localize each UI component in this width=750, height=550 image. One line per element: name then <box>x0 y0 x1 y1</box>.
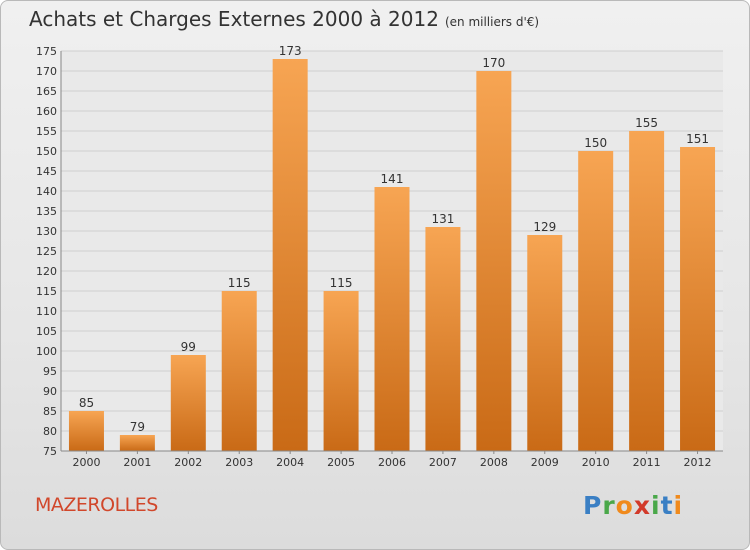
x-tick-label: 2012 <box>684 456 712 469</box>
x-tick-label: 2003 <box>225 456 253 469</box>
y-tick-label: 85 <box>43 405 57 418</box>
y-tick-label: 145 <box>36 165 57 178</box>
bar-2001 <box>119 435 155 451</box>
y-tick-label: 110 <box>36 305 57 318</box>
bar-2002 <box>170 355 206 451</box>
logo-letter: o <box>615 491 634 520</box>
bar-2003 <box>221 291 257 451</box>
data-label: 79 <box>130 420 145 434</box>
y-tick-label: 155 <box>36 125 57 138</box>
chart-title: Achats et Charges Externes 2000 à 2012 (e… <box>29 7 539 31</box>
y-tick-label: 95 <box>43 365 57 378</box>
bar-2007 <box>425 227 461 451</box>
y-tick-label: 130 <box>36 225 57 238</box>
y-tick-label: 135 <box>36 205 57 218</box>
logo-letter: r <box>602 491 616 520</box>
y-tick-label: 175 <box>36 45 57 58</box>
data-label: 155 <box>635 116 658 130</box>
y-tick-label: 115 <box>36 285 57 298</box>
bar-2012 <box>680 147 716 451</box>
commune-name: MAZEROLLES <box>35 494 158 516</box>
y-tick-label: 170 <box>36 65 57 78</box>
data-label: 131 <box>431 212 454 226</box>
chart-unit: (en milliers d'€) <box>444 15 540 29</box>
bar-2005 <box>323 291 359 451</box>
data-label: 141 <box>381 172 404 186</box>
data-label: 129 <box>533 220 556 234</box>
x-tick-label: 2004 <box>276 456 304 469</box>
y-tick-label: 120 <box>36 265 57 278</box>
bar-2000 <box>68 411 104 451</box>
x-tick-label: 2006 <box>378 456 406 469</box>
x-tick-label: 2010 <box>582 456 610 469</box>
data-label: 115 <box>330 276 353 290</box>
bar-2004 <box>272 59 308 451</box>
x-tick-label: 2008 <box>480 456 508 469</box>
x-tick-label: 2001 <box>123 456 151 469</box>
y-tick-label: 125 <box>36 245 57 258</box>
y-tick-label: 160 <box>36 105 57 118</box>
x-tick-label: 2009 <box>531 456 559 469</box>
y-tick-label: 150 <box>36 145 57 158</box>
data-label: 115 <box>228 276 251 290</box>
data-label: 99 <box>181 340 196 354</box>
y-tick-label: 140 <box>36 185 57 198</box>
x-tick-label: 2005 <box>327 456 355 469</box>
data-label: 151 <box>686 132 709 146</box>
y-tick-label: 75 <box>43 445 57 458</box>
logo-letter: P <box>583 491 603 520</box>
bar-2009 <box>527 235 563 451</box>
data-labels: 85 79 99 115 173 115 141 131 170 129 150 155 151 <box>79 44 709 434</box>
logo-letter: x <box>633 491 651 520</box>
bar-2010 <box>578 151 614 451</box>
bar-2011 <box>629 131 665 451</box>
y-tick-label: 105 <box>36 325 57 338</box>
bar-2006 <box>374 187 410 451</box>
y-tick-label: 90 <box>43 385 57 398</box>
logo-letter: t <box>660 491 674 520</box>
logo-letter: i <box>673 491 684 520</box>
y-tick-label: 80 <box>43 425 57 438</box>
axes: 75 80 85 90 95 100 105 110 115 120 125 130 135 140 145… <box>36 45 723 469</box>
x-tick-label: 2011 <box>633 456 661 469</box>
data-label: 85 <box>79 396 94 410</box>
bars <box>68 59 716 451</box>
proxiti-logo: Proxiti <box>583 491 683 520</box>
chart-title-text: Achats et Charges Externes 2000 à 2012 <box>29 7 439 31</box>
x-tick-label: 2002 <box>174 456 202 469</box>
x-tick-label: 2000 <box>72 456 100 469</box>
x-tick-label: 2007 <box>429 456 457 469</box>
y-tick-label: 165 <box>36 85 57 98</box>
data-label: 150 <box>584 136 607 150</box>
data-label: 173 <box>279 44 302 58</box>
y-tick-label: 100 <box>36 345 57 358</box>
bar-2008 <box>476 71 512 451</box>
logo-letter: i <box>651 491 661 520</box>
data-label: 170 <box>482 56 505 70</box>
